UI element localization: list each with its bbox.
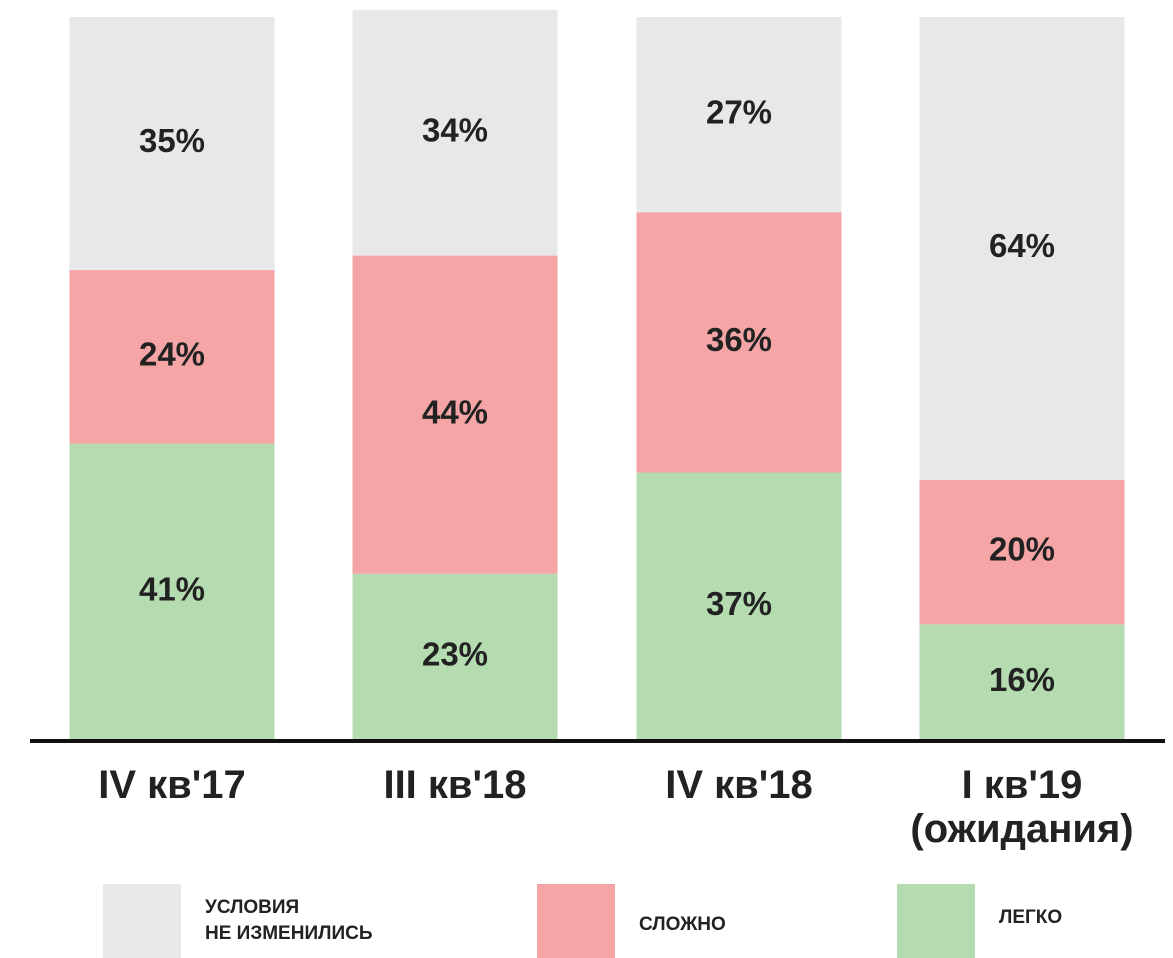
bar-segment [69,443,275,740]
x-tick-label: I кв'19 (ожидания) [910,763,1134,851]
legend-swatch [897,884,975,958]
data-label: 27% [706,93,772,130]
bar-segment [352,573,558,740]
legend-swatch [537,884,615,958]
data-label: 37% [706,585,772,622]
x-tick-label: IV кв'18 [665,763,813,807]
data-label: 41% [139,571,205,608]
x-tick-label: IV кв'17 [98,763,246,807]
data-label: 35% [139,122,205,159]
bar-segment [352,255,558,574]
bar-segment [919,17,1125,480]
bar-segment [69,270,275,444]
bar-segment [352,9,558,256]
legend-label: СЛОЖНО [639,914,726,935]
legend-label: ЛЕГКО [999,907,1063,928]
data-label: 44% [422,393,488,430]
bar-segment [69,17,275,271]
bar-segment [919,479,1125,625]
x-tick-label: III кв'18 [383,763,527,807]
bar-segment [636,472,842,740]
data-label: 64% [989,227,1055,264]
data-label: 16% [989,661,1055,698]
bar-segment [919,624,1125,740]
bar-segment [636,212,842,473]
data-label: 24% [139,336,205,373]
bar-segment [636,17,842,213]
legend-swatch [103,884,181,958]
data-label: 23% [422,636,488,673]
data-label: 36% [706,321,772,358]
legend-label: УСЛОВИЯ НЕ ИЗМЕНИЛИСЬ [205,897,373,944]
data-label: 20% [989,531,1055,568]
data-label: 34% [422,111,488,148]
